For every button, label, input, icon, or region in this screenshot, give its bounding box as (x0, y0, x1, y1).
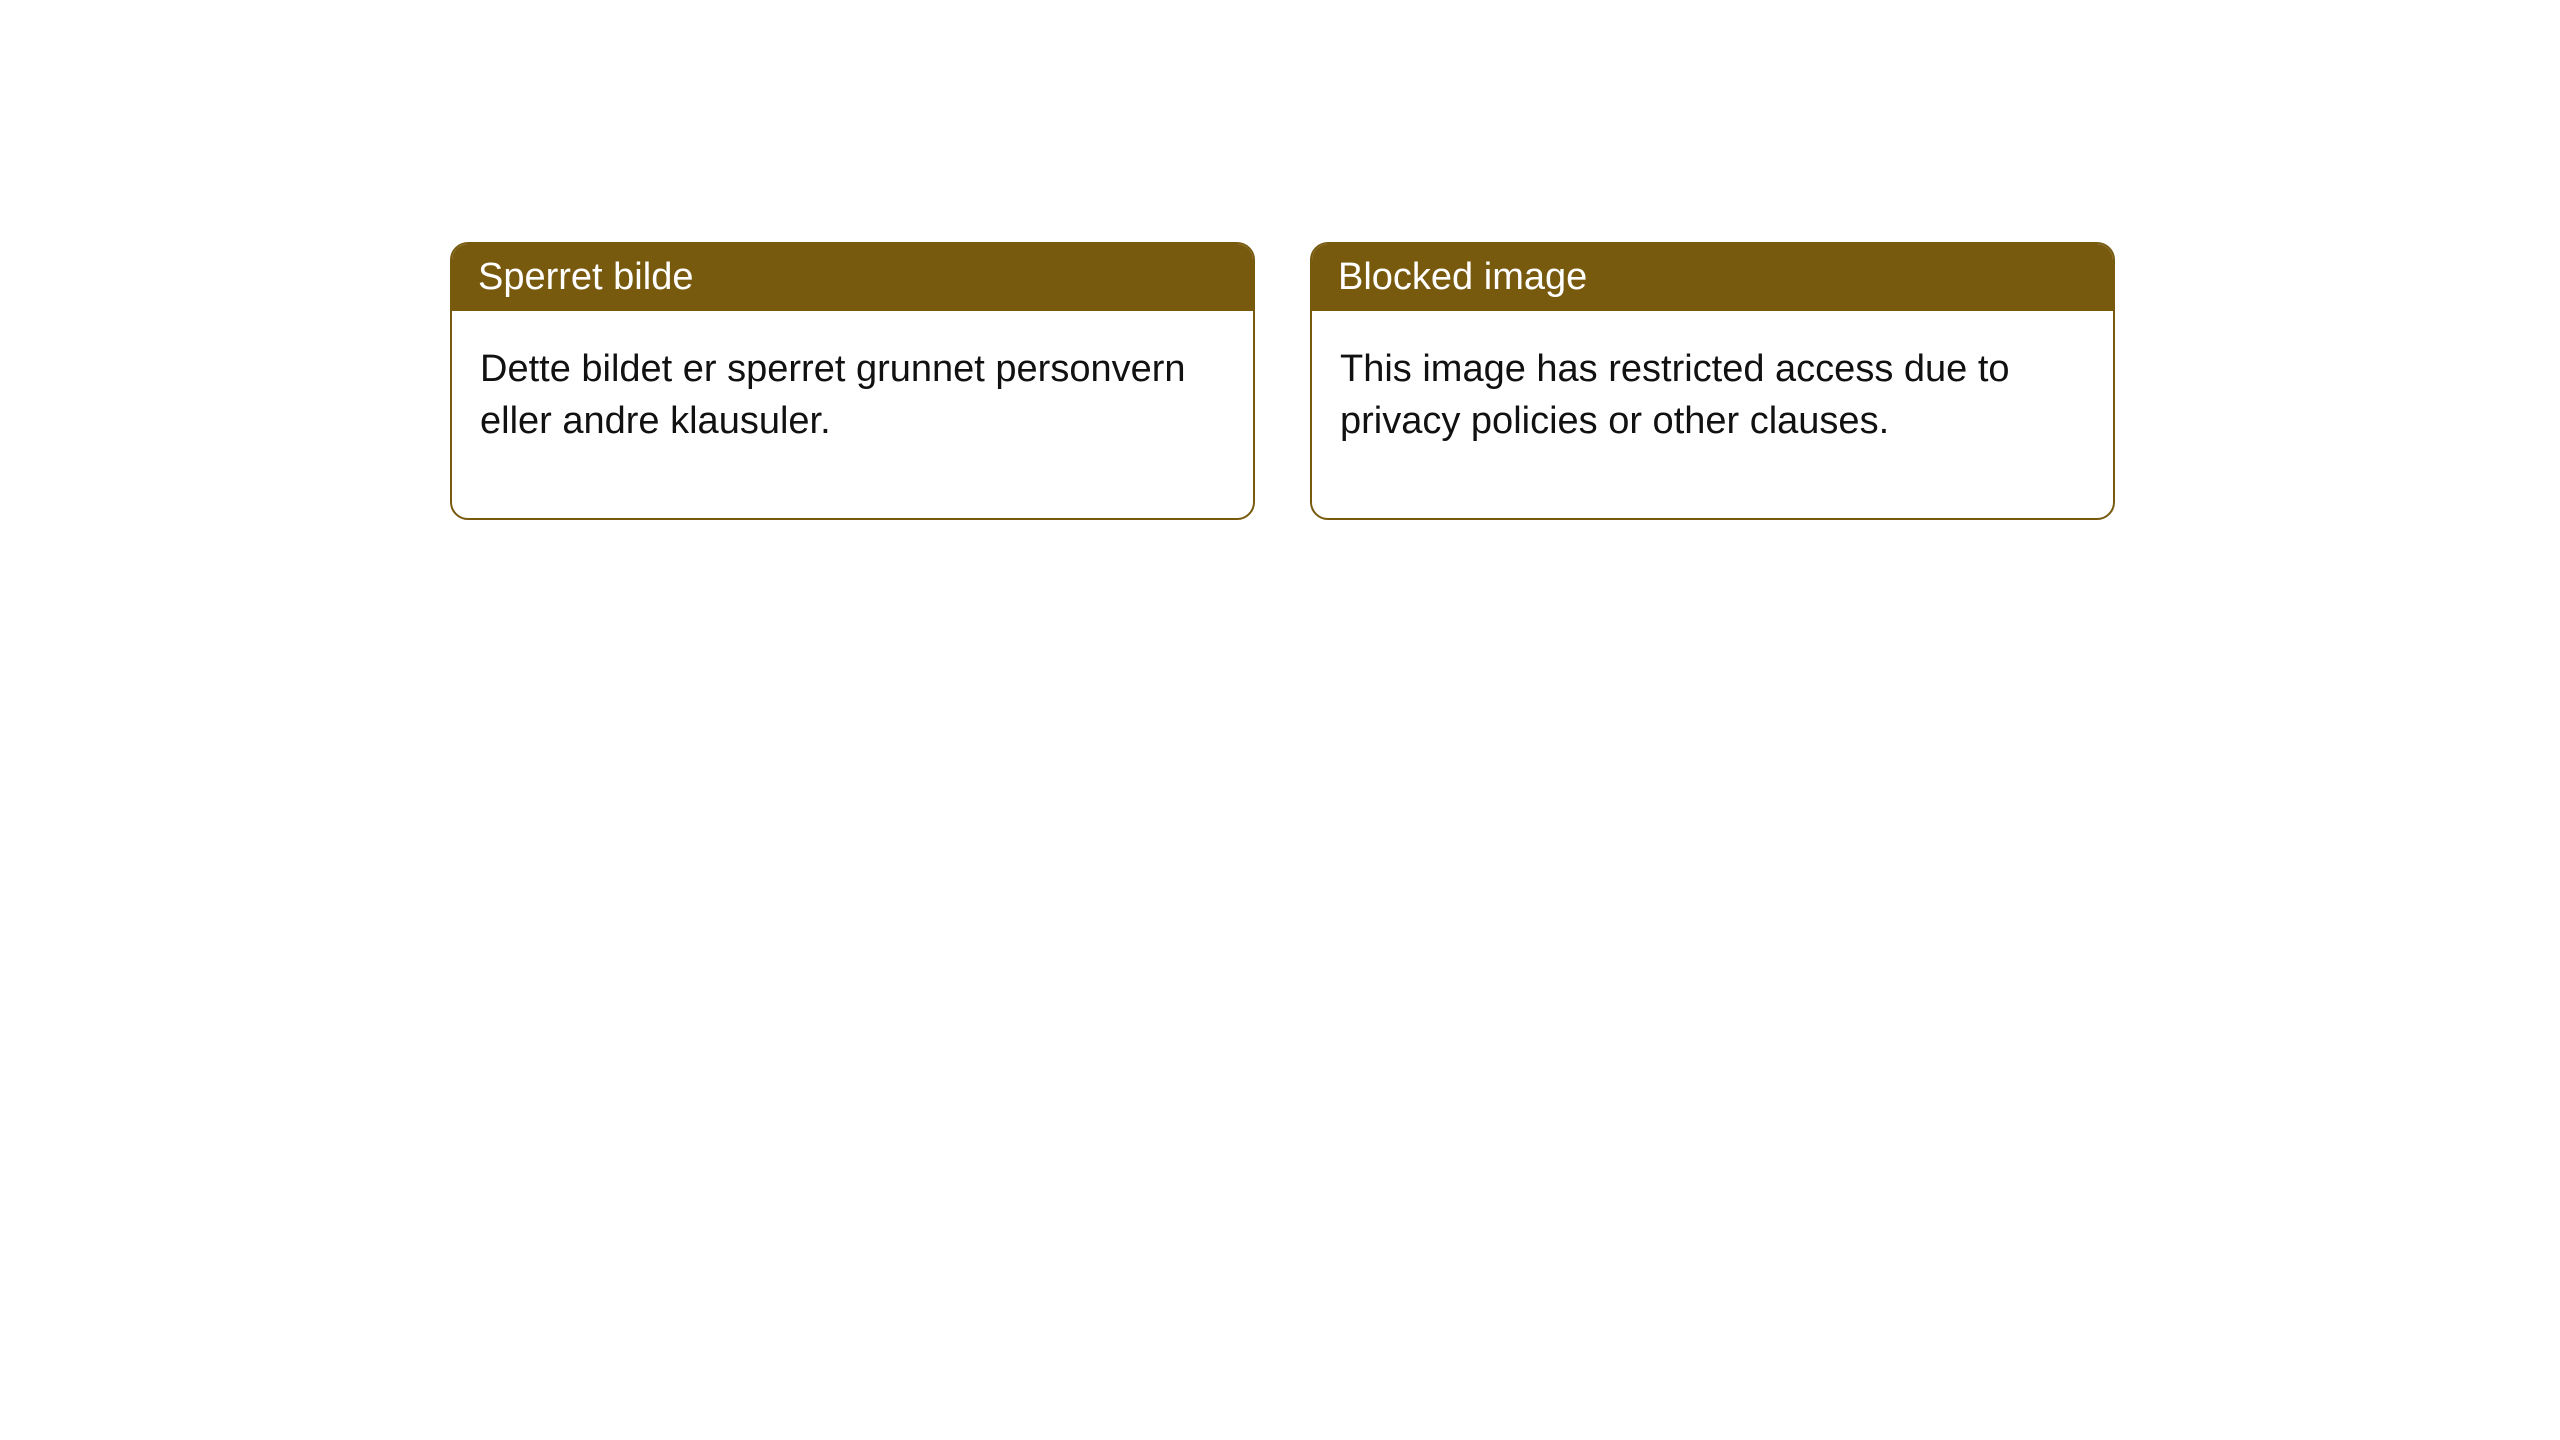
notice-header: Sperret bilde (452, 244, 1253, 311)
notice-body-text: This image has restricted access due to … (1340, 348, 2010, 442)
notice-card-norwegian: Sperret bilde Dette bildet er sperret gr… (450, 242, 1255, 520)
notice-body: This image has restricted access due to … (1312, 311, 2113, 518)
notice-body: Dette bildet er sperret grunnet personve… (452, 311, 1253, 518)
notice-header: Blocked image (1312, 244, 2113, 311)
notice-card-english: Blocked image This image has restricted … (1310, 242, 2115, 520)
notice-title: Blocked image (1338, 256, 1587, 298)
notice-container: Sperret bilde Dette bildet er sperret gr… (0, 0, 2560, 520)
notice-title: Sperret bilde (478, 256, 693, 298)
notice-body-text: Dette bildet er sperret grunnet personve… (480, 348, 1186, 442)
